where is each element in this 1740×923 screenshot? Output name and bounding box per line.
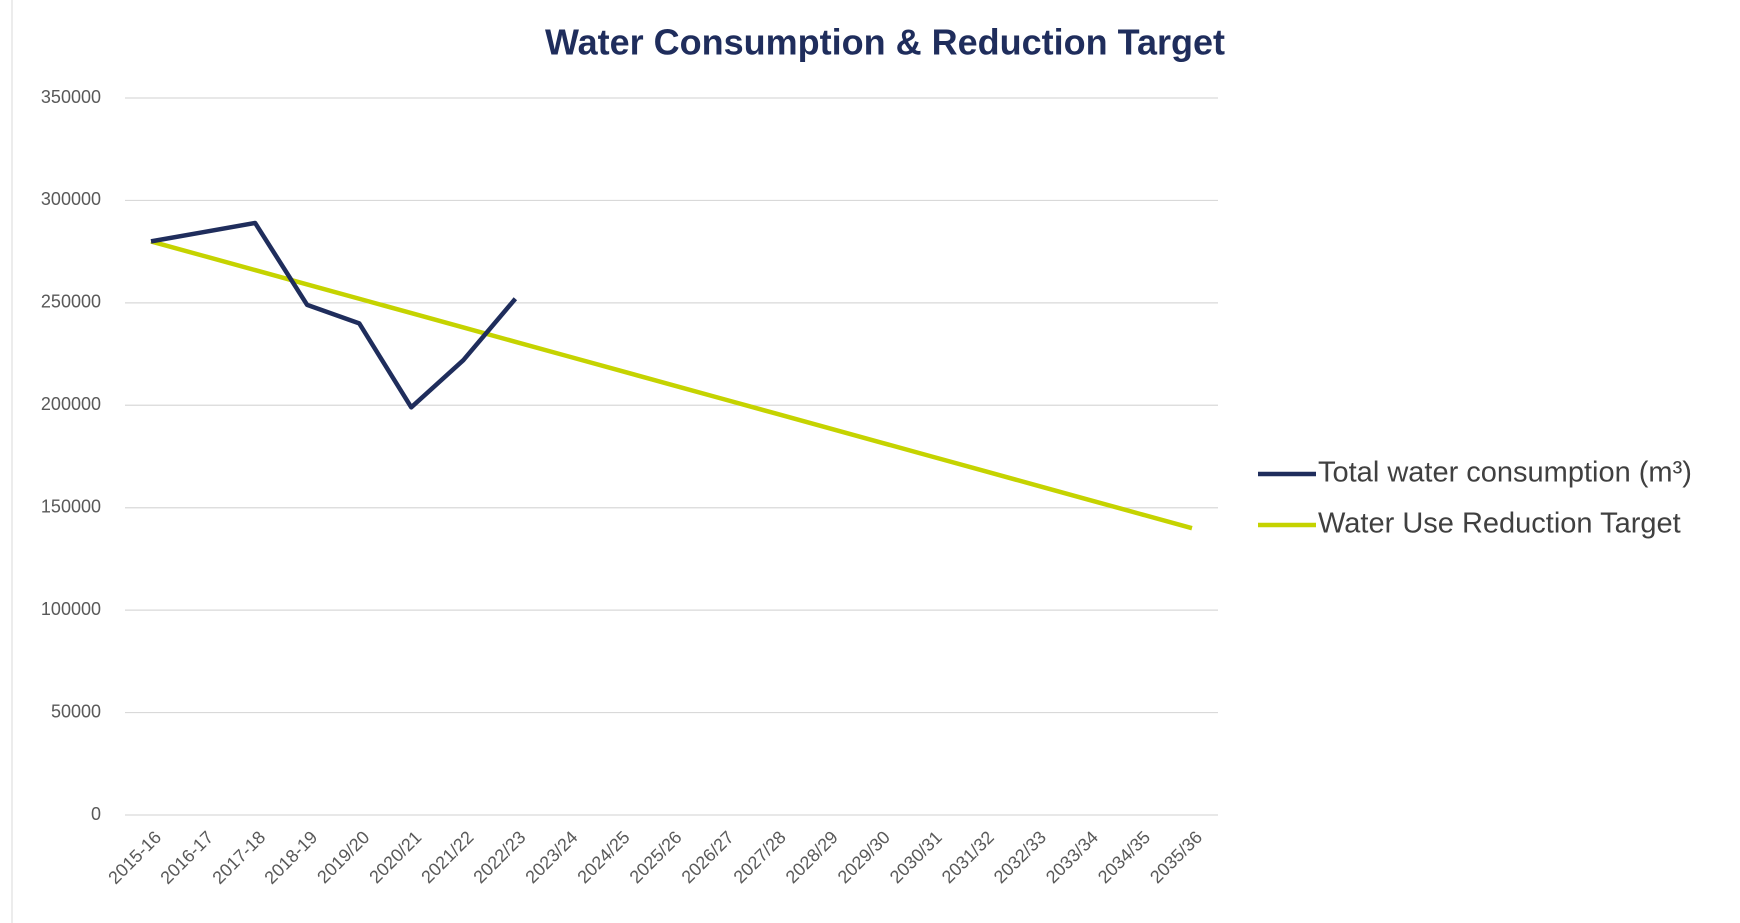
y-tick-label: 350000 [41,87,101,107]
x-tick-label: 2027/28 [730,827,790,887]
y-tick-label: 50000 [51,701,101,721]
y-tick-label: 150000 [41,496,101,516]
x-tick-label: 2024/25 [573,827,633,887]
y-tick-label: 300000 [41,189,101,209]
x-tick-label: 2017-18 [208,827,269,888]
series-line [150,239,1193,531]
series-line [150,220,518,410]
x-tick-label: 2030/31 [886,827,946,887]
x-tick-label: 2021/22 [417,827,477,887]
x-tick-label: 2020/21 [365,827,425,887]
x-tick-label: 2034/35 [1094,827,1154,887]
x-tick-label: 2016-17 [156,827,217,888]
y-tick-label: 0 [91,804,101,824]
x-tick-label: 2026/27 [678,827,738,887]
chart-title: Water Consumption & Reduction Target [545,22,1225,63]
y-tick-label: 200000 [41,394,101,414]
y-tick-label: 100000 [41,599,101,619]
y-tick-label: 250000 [41,292,101,312]
legend-label: Water Use Reduction Target [1318,508,1681,540]
x-tick-label: 2018-19 [260,827,321,888]
legend-label: Total water consumption (m³) [1318,457,1692,489]
x-tick-label: 2035/36 [1146,827,1206,887]
x-tick-label: 2015-16 [104,827,165,888]
x-tick-label: 2023/24 [521,827,581,887]
x-tick-label: 2022/23 [469,827,529,887]
x-tick-label: 2025/26 [626,827,686,887]
x-tick-label: 2019/20 [313,827,373,887]
x-tick-label: 2031/32 [938,827,998,887]
x-tick-label: 2028/29 [782,827,842,887]
x-tick-label: 2029/30 [834,827,894,887]
x-tick-label: 2032/33 [990,827,1050,887]
x-tick-label: 2033/34 [1042,827,1102,887]
